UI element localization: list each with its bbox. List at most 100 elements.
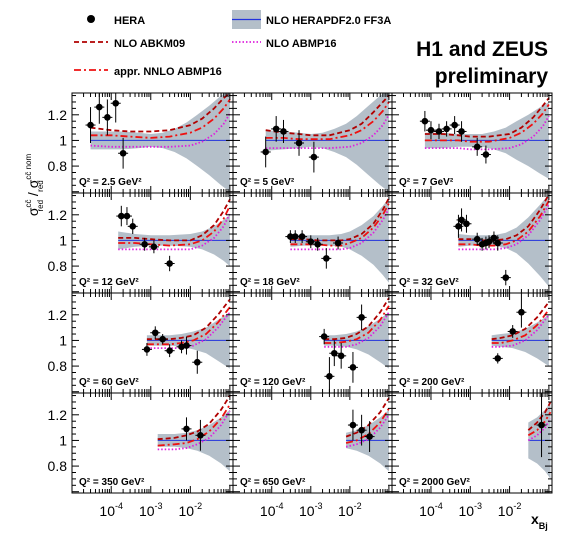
curve-abkm09: [345, 397, 390, 438]
x-axis-label: xBj: [531, 511, 548, 531]
panel-frame: [391, 392, 553, 494]
panel-3: Q² = 7 GeV²: [391, 92, 553, 194]
q2-label: Q² = 350 GeV²: [79, 477, 145, 488]
panel-12: Q² = 2000 GeV²: [391, 392, 553, 494]
hera-point: [435, 128, 443, 135]
hera-point: [349, 421, 357, 429]
y-tick-label: 1: [59, 332, 67, 348]
title-line-1: H1 and ZEUS: [416, 38, 548, 61]
hera-point: [183, 425, 190, 433]
panel-plot-area: [319, 297, 392, 393]
curve-abmp16-nnlo: [265, 101, 390, 141]
hera-point: [458, 128, 465, 135]
hera-point: [518, 308, 525, 316]
q2-label: Q² = 12 GeV²: [79, 277, 139, 288]
chart-title: H1 and ZEUS preliminary: [416, 38, 548, 88]
panel-plot-area: [419, 97, 552, 179]
y-tick-label: 1: [59, 132, 67, 148]
hera-point: [451, 121, 458, 129]
hera-point: [443, 125, 450, 133]
hera-point: [494, 239, 502, 247]
y-tick-label: 0.8: [48, 158, 68, 174]
panel-grid: 0.8 1 1.2 Q² = 2.5 GeV² Q² = 5 GeV² Q² = 7 Ge…: [48, 92, 553, 494]
curve-abmp16-nnlo: [90, 98, 231, 139]
curve-abmp16-nnlo: [157, 404, 231, 447]
curve-abkm09: [265, 94, 390, 137]
q2-label: Q² = 7 GeV²: [399, 177, 454, 188]
panel-plot-area: [85, 93, 233, 192]
hera-point: [295, 139, 303, 147]
hera-point: [509, 328, 516, 335]
hera-point: [118, 212, 125, 220]
q2-label: Q² = 32 GeV²: [399, 277, 459, 288]
legend-abmp16-nnlo-label: appr. NNLO ABMP16: [114, 66, 222, 78]
hera-point: [262, 148, 269, 156]
panel-6: Q² = 32 GeV²: [391, 192, 553, 294]
curve-abkm09: [491, 301, 550, 341]
x-axis-label-text: xBj: [531, 511, 548, 531]
hera-point: [87, 121, 94, 129]
hera-point: [166, 347, 173, 354]
panel-plot-area: [453, 193, 552, 287]
herapdf-band: [90, 93, 230, 192]
y-axis-label-text: σcc̄ red / σcc̄ nomred: [24, 154, 45, 217]
curve-abmp16-nnlo: [424, 103, 550, 143]
panel-11: Q² = 650 GeV²: [232, 392, 393, 494]
y-label-sub-1: red: [36, 200, 45, 212]
y-label-sep: /: [25, 188, 41, 200]
hera-point: [485, 238, 493, 246]
panel-plot-area: [260, 93, 392, 192]
hera-point: [358, 314, 365, 321]
hera-point: [314, 240, 321, 248]
hera-point: [197, 432, 204, 439]
panel-plot-area: [141, 298, 233, 374]
panel-10: 0.8 1 1.2 Q² = 350 GeV²: [48, 392, 234, 494]
hera-point: [334, 239, 342, 247]
hera-point: [151, 329, 159, 337]
hera-point: [291, 233, 299, 240]
hera-point: [482, 151, 490, 158]
hera-point: [96, 103, 103, 111]
panel-9: Q² = 200 GeV²: [391, 292, 553, 394]
q2-label: Q² = 18 GeV²: [240, 277, 300, 288]
x-tick-label: 10-4: [419, 501, 443, 519]
hera-point: [421, 117, 429, 125]
legend-hera-label: HERA: [114, 15, 145, 27]
hera-point: [123, 212, 131, 220]
panel-plot-area: [157, 395, 233, 472]
title-line-2: preliminary: [435, 65, 549, 88]
curve-abmp16-nnlo: [146, 306, 231, 346]
legend: HERA NLO ABKM09 appr. NNLO ABMP16 NLO HERAP…: [74, 10, 391, 78]
x-tick-label: 10-3: [139, 501, 163, 519]
q2-label: Q² = 5 GeV²: [240, 177, 295, 188]
hera-point: [458, 216, 465, 224]
hera-point: [280, 128, 287, 135]
curve-abmp16-nlo: [491, 314, 550, 348]
hera-point: [349, 364, 357, 371]
hera-point: [129, 223, 137, 230]
panel-1: 0.8 1 1.2 Q² = 2.5 GeV²: [48, 92, 234, 194]
hera-point: [427, 126, 435, 134]
y-tick-label: 1.2: [48, 107, 68, 123]
hera-point: [159, 335, 166, 343]
hera-point: [272, 125, 280, 133]
q2-label: Q² = 2.5 GeV²: [79, 177, 142, 188]
legend-hera-marker: [87, 15, 95, 23]
y-tick-label: 1.2: [48, 407, 68, 423]
hera-point: [119, 149, 127, 157]
panel-plot-area: [491, 296, 552, 367]
hera-point: [502, 274, 510, 281]
y-label-sup-2: cc̄ nom: [24, 154, 33, 180]
legend-abmp16-nlo-label: NLO ABMP16: [266, 38, 337, 50]
q2-label: Q² = 120 GeV²: [240, 377, 306, 388]
y-label-sup-1: cc̄: [24, 199, 33, 207]
hera-point: [337, 352, 345, 360]
curve-abmp16-nlo: [90, 113, 231, 148]
curve-abmp16-nlo: [324, 311, 390, 348]
hera-point: [463, 220, 470, 228]
curve-abkm09: [157, 395, 231, 441]
curve-abmp16-nnlo: [345, 407, 390, 444]
x-tick-labels: 10-4 10-3 10-2 10-4 10-3 10-2 10-4 10-3 10-2: [99, 501, 521, 519]
hera-point: [310, 153, 318, 161]
y-label-sub-2: red: [36, 180, 45, 192]
